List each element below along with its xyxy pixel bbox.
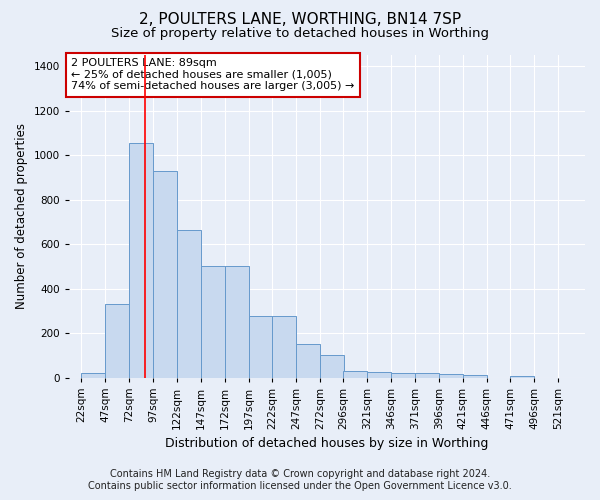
Bar [201,266,224,378]
Bar [367,372,391,378]
Text: 2, POULTERS LANE, WORTHING, BN14 7SP: 2, POULTERS LANE, WORTHING, BN14 7SP [139,12,461,28]
Bar [272,316,296,378]
X-axis label: Distribution of detached houses by size in Worthing: Distribution of detached houses by size … [165,437,488,450]
Bar [153,170,177,378]
Bar [177,230,201,378]
Bar [81,373,105,378]
Bar [248,316,272,378]
Bar [463,376,487,378]
Bar [296,344,320,378]
Bar [129,143,153,378]
Bar [415,373,439,378]
Text: 2 POULTERS LANE: 89sqm
← 25% of detached houses are smaller (1,005)
74% of semi-: 2 POULTERS LANE: 89sqm ← 25% of detached… [71,58,355,92]
Y-axis label: Number of detached properties: Number of detached properties [15,124,28,310]
Bar [320,356,344,378]
Bar [224,266,248,378]
Bar [343,371,367,378]
Bar [439,374,463,378]
Bar [391,373,415,378]
Bar [511,376,535,378]
Text: Size of property relative to detached houses in Worthing: Size of property relative to detached ho… [111,28,489,40]
Bar [105,304,129,378]
Text: Contains HM Land Registry data © Crown copyright and database right 2024.
Contai: Contains HM Land Registry data © Crown c… [88,470,512,491]
